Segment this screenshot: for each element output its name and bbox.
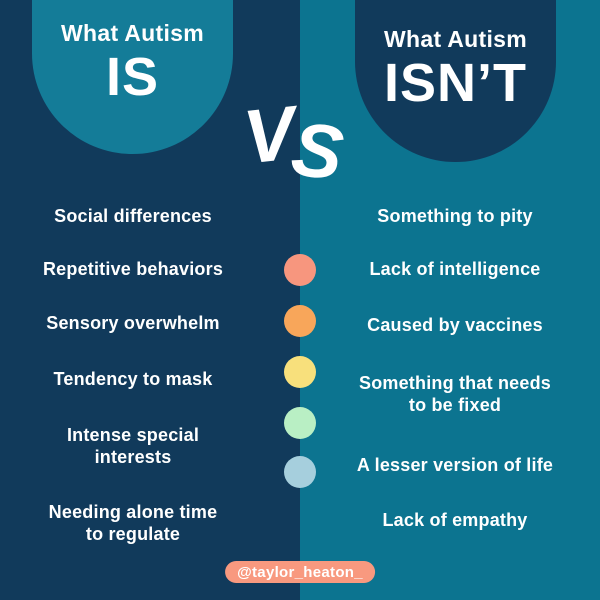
is-item-sensory-overwhelm: Sensory overwhelm bbox=[46, 313, 220, 333]
isnt-item-caused-by-vaccines: Caused by vaccines bbox=[367, 315, 543, 335]
is-item-intense-special-interests: Intense special interests bbox=[66, 425, 200, 467]
is-item-needing-alone-time: Needing alone time to regulate bbox=[48, 502, 218, 544]
header-bubble-isnt: What Autism ISN’T bbox=[355, 0, 556, 162]
instagram-handle-text: @taylor_heaton_ bbox=[237, 563, 363, 581]
isnt-item-needs-to-be-fixed: Something that needs to be fixed bbox=[358, 373, 551, 415]
divider-dot-yellow bbox=[284, 356, 316, 388]
isnt-item-lack-of-empathy: Lack of empathy bbox=[382, 510, 528, 530]
isnt-item-something-to-pity: Something to pity bbox=[377, 206, 533, 226]
isnt-column: Something to pity Lack of intelligence C… bbox=[330, 0, 580, 600]
isnt-item-lack-of-intelligence: Lack of intelligence bbox=[369, 259, 541, 279]
header-eyebrow-right: What Autism bbox=[384, 26, 527, 52]
divider-dot-green bbox=[284, 407, 316, 439]
header-title-is: IS bbox=[105, 47, 160, 107]
is-item-social-differences: Social differences bbox=[54, 206, 212, 226]
divider-dot-orange bbox=[284, 305, 316, 337]
header-bubble-is: What Autism IS bbox=[32, 0, 233, 154]
header-eyebrow-left: What Autism bbox=[61, 20, 204, 46]
divider-dot-coral bbox=[284, 254, 316, 286]
is-column: Social differences Repetitive behaviors … bbox=[8, 0, 258, 600]
divider-dot-blue bbox=[284, 456, 316, 488]
is-item-repetitive-behaviors: Repetitive behaviors bbox=[42, 259, 224, 279]
isnt-item-lesser-version-of-life: A lesser version of life bbox=[356, 455, 554, 475]
is-item-tendency-to-mask: Tendency to mask bbox=[53, 369, 213, 389]
header-title-isnt: ISN’T bbox=[383, 53, 527, 113]
instagram-handle-badge: @taylor_heaton_ bbox=[225, 561, 375, 583]
